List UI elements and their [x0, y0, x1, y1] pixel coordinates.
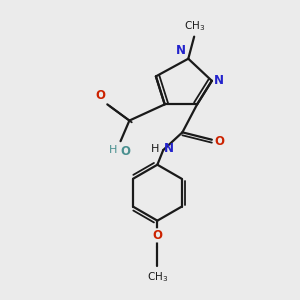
Text: CH$_3$: CH$_3$	[147, 270, 168, 283]
Text: H: H	[109, 145, 117, 155]
Text: O: O	[152, 229, 162, 242]
Text: O: O	[121, 145, 130, 158]
Text: O: O	[96, 89, 106, 102]
Text: CH$_3$: CH$_3$	[184, 19, 205, 33]
Text: O: O	[215, 135, 225, 148]
Text: N: N	[214, 74, 224, 87]
Text: N: N	[164, 142, 174, 155]
Text: H: H	[151, 143, 160, 154]
Text: N: N	[176, 44, 186, 57]
